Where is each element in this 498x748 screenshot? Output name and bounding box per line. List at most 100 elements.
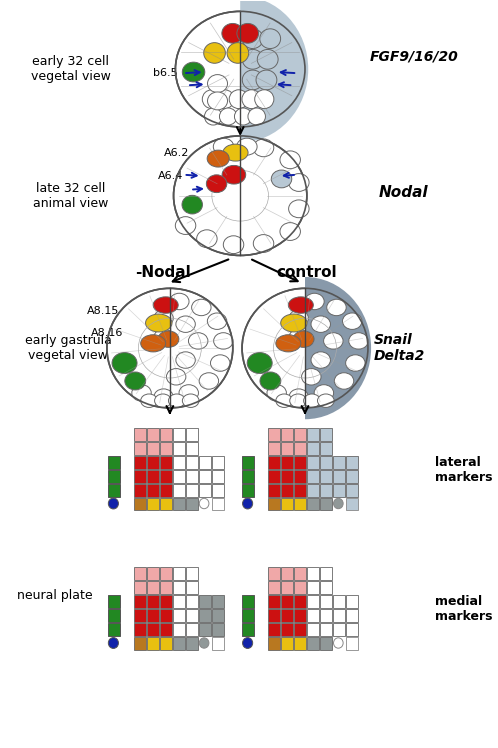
Bar bbox=[346, 456, 358, 469]
Ellipse shape bbox=[107, 288, 233, 408]
Bar bbox=[281, 442, 293, 455]
Text: early 32 cell
vegetal view: early 32 cell vegetal view bbox=[31, 55, 111, 83]
Bar bbox=[173, 428, 185, 441]
Bar bbox=[173, 595, 185, 608]
Ellipse shape bbox=[154, 329, 173, 346]
Bar bbox=[307, 470, 319, 482]
Ellipse shape bbox=[346, 355, 365, 371]
Text: control: control bbox=[276, 265, 337, 280]
Bar bbox=[268, 484, 280, 497]
Bar bbox=[268, 595, 280, 608]
Bar bbox=[199, 470, 211, 482]
Ellipse shape bbox=[132, 384, 151, 401]
Ellipse shape bbox=[302, 369, 321, 385]
Bar bbox=[212, 470, 224, 482]
Ellipse shape bbox=[248, 108, 265, 125]
Ellipse shape bbox=[175, 11, 305, 127]
Bar bbox=[346, 497, 358, 510]
Bar bbox=[333, 623, 345, 636]
Ellipse shape bbox=[289, 389, 308, 405]
Ellipse shape bbox=[289, 174, 309, 191]
Bar bbox=[268, 456, 280, 469]
Bar bbox=[212, 595, 224, 608]
Bar bbox=[320, 609, 332, 622]
Bar bbox=[186, 484, 198, 497]
Ellipse shape bbox=[243, 70, 263, 90]
Ellipse shape bbox=[280, 151, 300, 169]
Bar bbox=[108, 470, 120, 482]
Ellipse shape bbox=[179, 384, 199, 401]
Bar bbox=[320, 456, 332, 469]
Ellipse shape bbox=[223, 236, 244, 254]
Ellipse shape bbox=[175, 217, 196, 234]
Bar bbox=[268, 428, 280, 441]
Bar bbox=[212, 623, 224, 636]
Ellipse shape bbox=[215, 90, 234, 108]
Bar bbox=[242, 609, 254, 622]
Ellipse shape bbox=[243, 498, 252, 509]
Ellipse shape bbox=[197, 230, 217, 248]
Ellipse shape bbox=[208, 92, 228, 110]
Bar bbox=[160, 623, 172, 636]
Ellipse shape bbox=[349, 333, 368, 349]
Bar bbox=[160, 484, 172, 497]
Bar bbox=[294, 456, 306, 469]
Bar bbox=[147, 428, 159, 441]
Ellipse shape bbox=[199, 638, 209, 649]
Bar bbox=[281, 497, 293, 510]
Ellipse shape bbox=[222, 23, 244, 43]
Bar bbox=[346, 623, 358, 636]
Bar bbox=[134, 581, 146, 594]
Bar bbox=[281, 484, 293, 497]
Bar bbox=[307, 581, 319, 594]
Bar bbox=[108, 609, 120, 622]
Bar bbox=[294, 609, 306, 622]
Bar bbox=[242, 595, 254, 608]
Bar bbox=[281, 428, 293, 441]
Ellipse shape bbox=[343, 313, 362, 329]
Ellipse shape bbox=[276, 334, 301, 352]
Text: A6.4: A6.4 bbox=[157, 171, 183, 181]
Bar bbox=[134, 484, 146, 497]
Bar bbox=[186, 456, 198, 469]
Ellipse shape bbox=[211, 355, 230, 371]
Ellipse shape bbox=[288, 297, 313, 313]
Bar bbox=[294, 637, 306, 650]
Bar bbox=[186, 470, 198, 482]
Bar bbox=[147, 497, 159, 510]
Ellipse shape bbox=[206, 175, 227, 192]
Text: A8.16: A8.16 bbox=[91, 328, 124, 338]
Bar bbox=[320, 581, 332, 594]
Bar bbox=[173, 609, 185, 622]
Ellipse shape bbox=[229, 90, 249, 108]
Bar bbox=[346, 484, 358, 497]
Bar bbox=[108, 456, 120, 469]
Bar bbox=[134, 470, 146, 482]
Bar bbox=[160, 595, 172, 608]
Bar bbox=[268, 609, 280, 622]
Bar bbox=[186, 442, 198, 455]
Bar bbox=[199, 456, 211, 469]
Ellipse shape bbox=[289, 310, 308, 326]
Text: neural plate: neural plate bbox=[17, 589, 93, 601]
Bar bbox=[346, 609, 358, 622]
Bar bbox=[268, 567, 280, 580]
Ellipse shape bbox=[109, 637, 119, 649]
Bar bbox=[147, 623, 159, 636]
Ellipse shape bbox=[170, 293, 189, 310]
Bar bbox=[134, 442, 146, 455]
Ellipse shape bbox=[220, 108, 237, 125]
Bar bbox=[134, 456, 146, 469]
Ellipse shape bbox=[290, 394, 306, 408]
Bar bbox=[294, 497, 306, 510]
Ellipse shape bbox=[267, 384, 286, 401]
Ellipse shape bbox=[253, 235, 274, 252]
Bar bbox=[160, 442, 172, 455]
Bar bbox=[212, 497, 224, 510]
Ellipse shape bbox=[318, 394, 334, 408]
Ellipse shape bbox=[237, 23, 258, 43]
Bar bbox=[160, 609, 172, 622]
Ellipse shape bbox=[324, 333, 343, 349]
Ellipse shape bbox=[145, 314, 172, 332]
Bar bbox=[268, 637, 280, 650]
